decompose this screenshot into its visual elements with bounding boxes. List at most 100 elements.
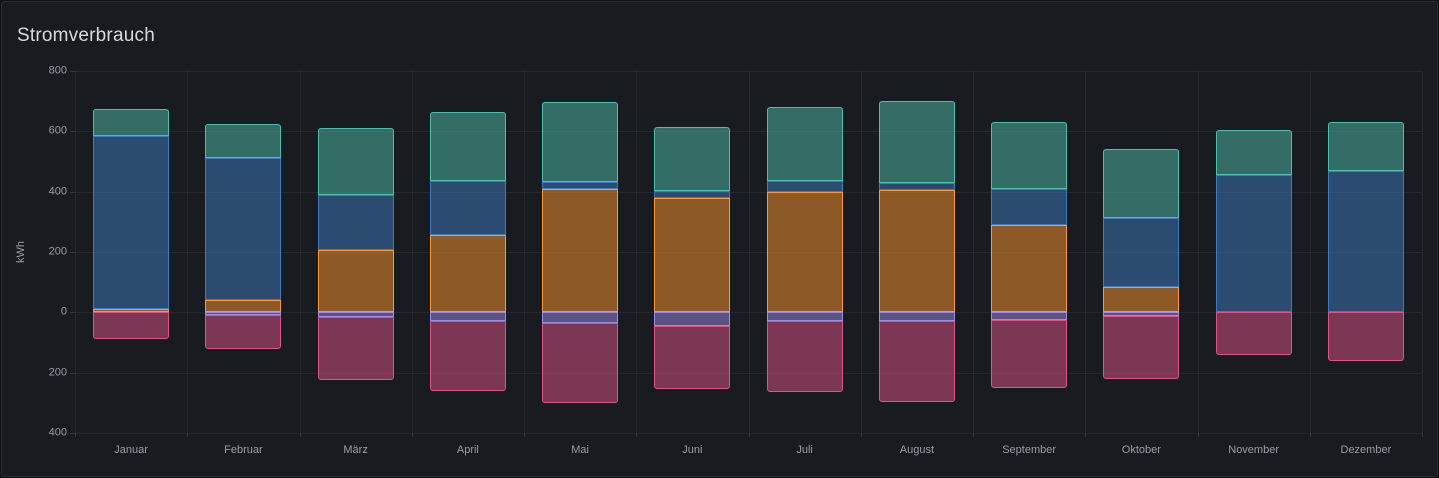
- x-tick-label: Juni: [682, 444, 703, 456]
- y-tick-mark: [70, 433, 75, 434]
- bar-segment-purple-Mai[interactable]: [542, 312, 619, 323]
- bar-segment-blue-Juli[interactable]: [766, 181, 843, 192]
- bar-segment-teal-April[interactable]: [429, 111, 506, 182]
- bar-segment-blue-März[interactable]: [317, 194, 394, 251]
- gridline-vertical: [1197, 71, 1199, 433]
- bar-segment-blue-Dezember[interactable]: [1327, 170, 1404, 313]
- bar-segment-teal-März[interactable]: [317, 128, 394, 195]
- bar-segment-purple-Juli[interactable]: [766, 312, 843, 321]
- bar-segment-pink-August[interactable]: [878, 320, 955, 403]
- bar-segment-purple-Februar[interactable]: [205, 312, 282, 315]
- x-tick-label: August: [899, 444, 934, 456]
- bar-segment-orange-Juni[interactable]: [654, 198, 731, 313]
- bar-segment-teal-November[interactable]: [1215, 129, 1292, 176]
- gridline-horizontal: [75, 433, 1422, 434]
- bar-segment-orange-Juli[interactable]: [766, 191, 843, 313]
- bar-segment-pink-November[interactable]: [1215, 312, 1292, 355]
- x-tick-mark: [1309, 433, 1311, 437]
- x-tick-mark: [524, 433, 525, 437]
- gridline-vertical: [1085, 71, 1087, 433]
- bar-segment-purple-Oktober[interactable]: [1103, 312, 1180, 316]
- bar-segment-orange-Januar[interactable]: [93, 309, 170, 313]
- y-tick-mark: [70, 312, 75, 314]
- bar-segment-blue-September[interactable]: [991, 188, 1068, 225]
- bar-segment-blue-August[interactable]: [878, 182, 955, 191]
- bar-segment-pink-Dezember[interactable]: [1327, 312, 1404, 361]
- x-tick-mark: [75, 433, 76, 437]
- x-tick-mark: [748, 433, 750, 437]
- bar-segment-blue-Januar[interactable]: [93, 135, 170, 310]
- x-tick-label: März: [343, 444, 368, 456]
- bar-segment-blue-Oktober[interactable]: [1103, 217, 1180, 287]
- bar-segment-pink-Januar[interactable]: [93, 312, 170, 340]
- x-tick-label: Oktober: [1121, 444, 1161, 456]
- bar-segment-teal-Juli[interactable]: [766, 107, 843, 182]
- bar-segment-teal-August[interactable]: [878, 101, 955, 183]
- gridline-vertical: [1422, 71, 1423, 433]
- x-tick-label: Februar: [224, 444, 263, 456]
- bar-segment-blue-Mai[interactable]: [542, 182, 619, 189]
- bar-segment-teal-Februar[interactable]: [205, 123, 282, 159]
- bar-segment-purple-April[interactable]: [429, 312, 506, 322]
- bar-segment-blue-November[interactable]: [1215, 175, 1292, 313]
- gridline-horizontal: [75, 312, 1422, 314]
- bar-segment-teal-Dezember[interactable]: [1327, 122, 1404, 171]
- x-tick-mark: [299, 433, 301, 437]
- bar-segment-pink-April[interactable]: [429, 321, 506, 391]
- bar-segment-orange-April[interactable]: [429, 235, 506, 313]
- bar-segment-pink-Mai[interactable]: [542, 322, 619, 403]
- x-tick-label: Januar: [114, 444, 148, 456]
- panel-title[interactable]: Stromverbrauch: [17, 25, 155, 46]
- x-tick-mark: [973, 433, 974, 437]
- x-tick-mark: [636, 433, 638, 437]
- bar-segment-orange-Mai[interactable]: [542, 188, 619, 313]
- bar-segment-blue-April[interactable]: [429, 181, 506, 236]
- bar-segment-purple-August[interactable]: [878, 312, 955, 321]
- x-tick-mark: [187, 433, 189, 437]
- y-tick-mark: [70, 191, 75, 193]
- y-tick-mark: [70, 131, 75, 133]
- gridline-vertical: [75, 71, 76, 433]
- y-tick-mark: [70, 372, 75, 374]
- x-tick-mark: [411, 433, 413, 437]
- gridline-horizontal: [75, 191, 1422, 193]
- gridline-horizontal: [75, 131, 1422, 133]
- bar-segment-purple-Juni[interactable]: [654, 312, 731, 326]
- bar-segment-teal-September[interactable]: [991, 122, 1068, 189]
- y-tick-mark: [70, 71, 75, 72]
- bar-segment-orange-September[interactable]: [991, 224, 1068, 313]
- bar-segment-orange-März[interactable]: [317, 250, 394, 313]
- x-tick-mark: [1085, 433, 1087, 437]
- bar-segment-purple-März[interactable]: [317, 312, 394, 317]
- gridline-horizontal: [75, 252, 1422, 253]
- bar-segment-pink-Juli[interactable]: [766, 320, 843, 393]
- bar-segment-pink-März[interactable]: [317, 316, 394, 381]
- bar-segment-orange-August[interactable]: [878, 190, 955, 313]
- bar-segment-blue-Juni[interactable]: [654, 190, 731, 199]
- bar-segment-purple-September[interactable]: [991, 312, 1068, 320]
- bar-segment-teal-Mai[interactable]: [542, 102, 619, 182]
- bar-segment-pink-Juni[interactable]: [654, 325, 731, 390]
- bar-segment-orange-Februar[interactable]: [205, 300, 282, 313]
- bar-segment-pink-September[interactable]: [991, 319, 1068, 388]
- bar-segment-pink-Februar[interactable]: [205, 314, 282, 349]
- y-tick-label: 0: [60, 305, 67, 318]
- gridline-vertical: [187, 71, 189, 433]
- x-tick-label: Mai: [571, 444, 589, 456]
- gridline-vertical: [748, 71, 750, 433]
- y-tick-mark: [70, 252, 75, 253]
- gridline-vertical: [299, 71, 301, 433]
- x-tick-mark: [1422, 433, 1423, 437]
- y-tick-label: 600: [48, 124, 67, 137]
- y-tick-label: 800: [48, 64, 67, 77]
- bar-segment-teal-Oktober[interactable]: [1103, 148, 1180, 218]
- bar-segment-pink-Oktober[interactable]: [1103, 315, 1180, 379]
- bar-segment-teal-Januar[interactable]: [93, 108, 170, 136]
- bar-segment-teal-Juni[interactable]: [654, 127, 731, 191]
- bar-segment-orange-Oktober[interactable]: [1103, 286, 1180, 313]
- y-tick-label: 400: [48, 426, 67, 439]
- gridline-vertical: [636, 71, 638, 433]
- bar-segment-blue-Februar[interactable]: [205, 158, 282, 301]
- gridline-vertical: [1309, 71, 1311, 433]
